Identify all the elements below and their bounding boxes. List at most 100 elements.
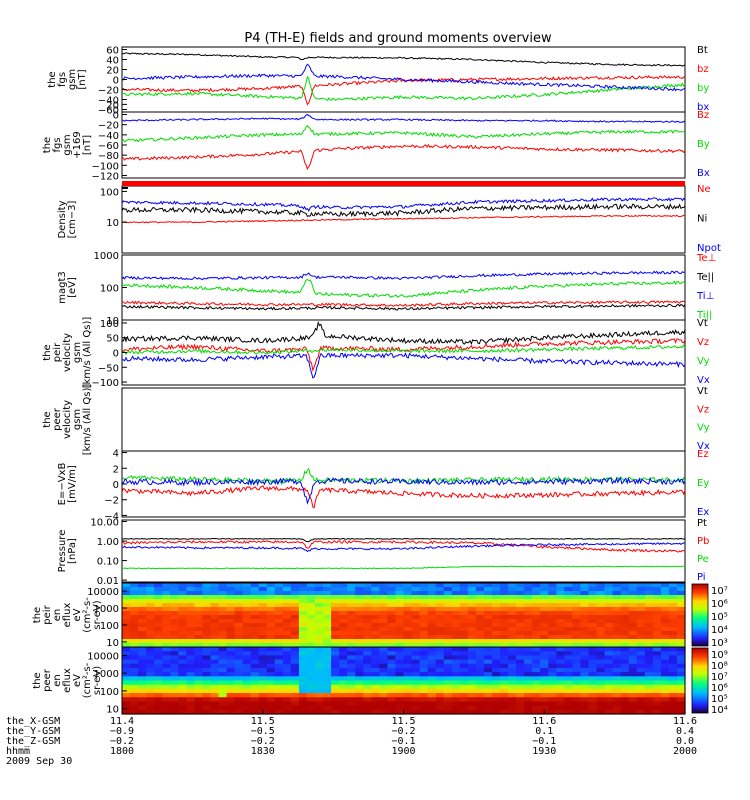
panel-3-ylabel-line-0: magt3	[57, 271, 68, 304]
panel-4-legend-1: Vz	[697, 337, 709, 348]
spec-1-ylabel-line-1: peer	[42, 668, 53, 692]
x-row-2-value-1: −0.2	[251, 736, 275, 747]
x-row-3-value-0: 1800	[110, 746, 134, 757]
panel-7-legend-2: Pe	[697, 554, 709, 565]
x-row-0-value-0: 11.4	[110, 716, 134, 727]
panel-1-frame	[121, 111, 686, 179]
x-row-3-value-3: 1930	[532, 746, 556, 757]
spec-1-ytick-label-3: 10	[106, 705, 119, 716]
spec-0-colorbar-label-3: 10⁴	[711, 625, 728, 636]
spec-0-colorbar-label-1: 10⁶	[711, 599, 728, 610]
x-row-0-value-2: 11.5	[391, 716, 415, 727]
panel-4-ytick-label-1: 50	[106, 334, 119, 345]
panel-6-ytick-label-2: 0	[113, 480, 119, 491]
x-row-3-value-2: 1900	[391, 746, 415, 757]
panel-3-ylabel-line-1: [eV]	[67, 277, 78, 298]
panel-0-ylabel-line-3: [nT]	[77, 69, 88, 89]
panel-1-ylabel-line-1: fgs	[52, 137, 63, 152]
panel-1-ytick-label-2: −20	[98, 121, 119, 132]
spec-1-image	[122, 647, 686, 715]
panel-0-series-3	[121, 63, 686, 92]
panel-2-ytick-label-1: 10	[106, 218, 119, 229]
panel-1-ytick-label-6: −100	[92, 161, 119, 172]
panel-5-legend-2: Vy	[697, 423, 710, 434]
panel-5-ylabel-line-3: gsm	[72, 409, 83, 430]
panel-7-legend-0: Pt	[697, 518, 707, 529]
panel-2-legend-2: Npot	[697, 243, 721, 254]
panel-3-ytick-label-0: 1000	[94, 251, 119, 262]
flag-bar	[122, 181, 685, 186]
panel-1-series-1	[121, 124, 686, 143]
panel-7-ytick-label-2: 0.10	[97, 557, 119, 568]
panel-1-ytick-label-3: −40	[98, 131, 119, 142]
panel-6-ylabel-line-0: E=−VxB	[57, 463, 68, 506]
x-row-0-value-4: 11.6	[673, 716, 697, 727]
panel-4-legend-3: Vx	[697, 375, 710, 386]
panel-5-legend-3: Vx	[697, 441, 710, 452]
panel-0-ylabel-line-1: fgs	[57, 72, 68, 87]
spec-1-ytick-label-2: 100	[100, 687, 119, 698]
panel-3-ytick-label-1: 100	[100, 284, 119, 295]
panel-1-ytick-label-7: −120	[92, 171, 119, 182]
panel-4-legend-0: Vt	[697, 318, 708, 329]
panel-1-ytick-label-1: 0	[113, 111, 119, 122]
panel-4-ytick-label-0: 100	[100, 319, 119, 330]
panel-4-series-0	[121, 320, 686, 346]
panel-6-ytick-label-4: −4	[104, 511, 119, 522]
panel-6-legend-0: Ez	[697, 449, 709, 460]
x-date-label: 2009 Sep 30	[6, 756, 72, 767]
panel-4-legend-2: Vy	[697, 356, 710, 367]
panel-1-legend-0: Bz	[697, 110, 709, 121]
spec-0-ylabel-line-2: en	[52, 609, 63, 622]
spec-1-colorbar	[691, 647, 709, 714]
panel-0-legend-3: bx	[697, 102, 709, 113]
spec-0-colorbar-label-4: 10³	[711, 638, 728, 649]
panel-3-legend-3: Ti||	[696, 310, 712, 321]
panel-1-ylabel-line-0: the	[42, 137, 53, 153]
panel-4-ylabel-line-1: peir	[52, 342, 63, 362]
panel-6-ytick-label-0: 4	[113, 449, 119, 460]
spec-1-ylabel-line-6: sr-eV)	[92, 666, 103, 695]
panel-3-series-0	[121, 300, 686, 308]
panel-4-ylabel-line-4: [km/s (All Qs)]	[82, 317, 93, 389]
spec-1-colorbar-label-0: 10⁹	[711, 650, 728, 661]
panel-3-legend-0: Te⊥	[696, 253, 716, 264]
panel-1-ylabel-line-2: gsm	[62, 134, 73, 155]
panel-0-ytick-label-4: −20	[98, 86, 119, 97]
spec-0-ytick-label-2: 100	[100, 621, 119, 632]
panel-2-ylabel-line-0: Density	[57, 200, 68, 238]
spec-0-ylabel-line-6: sr-eV)	[92, 600, 103, 629]
spec-1-colorbar-label-3: 10⁶	[711, 683, 728, 694]
panel-3-frame	[121, 254, 686, 321]
panel-2-legend-1: Ni	[697, 214, 707, 225]
panel-7-series-1	[121, 539, 686, 553]
panel-1-series-2	[121, 113, 686, 123]
x-row-0-value-1: 11.5	[251, 716, 275, 727]
panel-4-ylabel-line-0: the	[42, 344, 53, 360]
panel-5-legend-0: Vt	[697, 386, 708, 397]
panel-6-legend-2: Ex	[697, 507, 709, 518]
spec-0-ylabel-line-3: eflux	[62, 603, 73, 628]
panel-2-legend-0: Ne	[697, 184, 711, 195]
spec-0-ytick-label-1: 1000	[94, 604, 119, 615]
panel-3-series-1	[121, 303, 686, 311]
panel-7-ytick-label-3: 0.01	[97, 576, 119, 587]
panel-6-ytick-label-1: 2	[113, 464, 119, 475]
panel-7-ytick-label-1: 1.00	[97, 537, 119, 548]
panel-5-ylabel-line-4: [km/s (All Qs)]	[82, 384, 93, 456]
panel-5-legend-1: Vz	[697, 404, 709, 415]
panel-7-frame	[121, 519, 686, 583]
spec-1-ylabel-line-3: eflux	[62, 668, 73, 693]
panel-6-series-2	[121, 476, 686, 505]
x-row-2-value-3: −0.1	[532, 736, 556, 747]
panel-0-ytick-label-5: −40	[98, 96, 119, 107]
spec-0-ylabel-line-1: peir	[42, 604, 53, 624]
plot-title: P4 (TH-E) fields and ground moments over…	[244, 31, 552, 46]
panel-1-ytick-label-5: −80	[98, 151, 119, 162]
panel-7-legend-3: Pi	[697, 572, 706, 583]
x-row-3-value-4: 2000	[673, 746, 697, 757]
flag-bar-marker	[122, 187, 128, 189]
panel-0-ytick-label-2: 20	[106, 66, 119, 77]
panel-4-ytick-label-2: 0	[113, 349, 119, 360]
